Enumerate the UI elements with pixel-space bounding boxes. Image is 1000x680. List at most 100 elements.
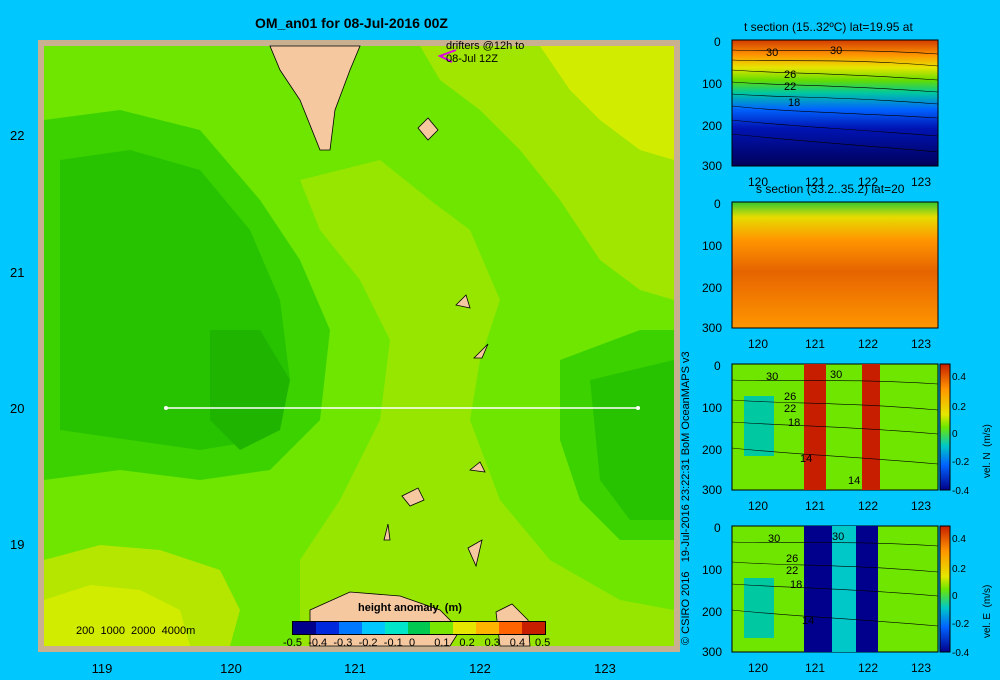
- height-colorbar-swatch: [384, 622, 408, 634]
- height-colorbar-swatch: [499, 622, 523, 634]
- height-colorbar-swatch: [407, 622, 431, 634]
- credit-text: © CSIRO 2016 19-Jul-2016 23:22:31 BoM Oc…: [680, 351, 692, 645]
- transect-end: [636, 406, 640, 410]
- ve-clabel-18: 18: [790, 579, 802, 591]
- land-island-1: [417, 117, 439, 141]
- vn-clabel-30b: 30: [830, 369, 842, 381]
- vel-e-cb-label: vel. E (m/s): [982, 584, 993, 638]
- ve-ytick-100: 100: [702, 563, 722, 577]
- t-xtick-122: 122: [858, 175, 878, 189]
- vel-n-band-3: [744, 396, 774, 456]
- s-section-field: [731, 201, 939, 329]
- vn-cb-0.2: 0.2: [952, 402, 966, 413]
- ve-cb-0: 0: [952, 591, 958, 602]
- t-clabel-30b: 30: [830, 45, 842, 57]
- t-ytick-300: 300: [702, 159, 722, 173]
- vn-ytick-200: 200: [702, 443, 722, 457]
- height-colorbar-tick: 0.5: [535, 637, 551, 649]
- s-section-ticks: 0 100 200 300 120 121 122 123: [702, 197, 931, 351]
- vel-n-cb-label: vel. N (m/s): [982, 424, 993, 478]
- t-ytick-0: 0: [714, 35, 721, 49]
- height-colorbar-tick: -0.3: [333, 637, 353, 649]
- height-colorbar-title: height anomaly (m): [358, 602, 462, 614]
- ve-clabel-26: 26: [786, 553, 798, 565]
- vn-xtick-123: 123: [911, 499, 931, 513]
- ve-xtick-121: 121: [805, 661, 825, 675]
- ve-clabel-30a: 30: [768, 533, 780, 545]
- land-island-6: [383, 523, 391, 541]
- vel-e-contours: [731, 541, 939, 627]
- vn-clabel-14a: 14: [800, 453, 812, 465]
- height-colorbar-swatch: [361, 622, 385, 634]
- land-island-2: [455, 294, 471, 309]
- t-section-title: t section (15..32ºC) lat=19.95 at: [744, 20, 913, 34]
- vel-e-ticks: 0 100 200 300 120 121 122 123: [702, 521, 931, 675]
- s-xtick-120: 120: [748, 337, 768, 351]
- ve-clabel-22: 22: [786, 565, 798, 577]
- land-taiwan: [269, 45, 361, 151]
- map-ytick-21: 21: [10, 265, 24, 280]
- vn-cb--0.2: -0.2: [952, 457, 970, 468]
- main-map: 119 120 121 122 123 22 21 20 19: [10, 40, 680, 676]
- drifter-track: [437, 49, 457, 63]
- t-section-contours: [731, 49, 939, 153]
- height-colorbar-tick: 0.4: [509, 637, 526, 649]
- s-ytick-200: 200: [702, 281, 722, 295]
- s-xtick-122: 122: [858, 337, 878, 351]
- ve-cb--0.2: -0.2: [952, 619, 970, 630]
- s-ytick-100: 100: [702, 239, 722, 253]
- vel-e-colorbar: [939, 525, 951, 653]
- height-colorbar-tick: -0.2: [358, 637, 378, 649]
- vn-ytick-0: 0: [714, 359, 721, 373]
- drifter-note-1: drifters @12h to: [446, 40, 525, 52]
- vn-cb-0: 0: [952, 429, 958, 440]
- map-axes: 119 120 121 122 123 22 21 20 19: [10, 128, 616, 676]
- vel-n-cb-ticks: 0.4 0.2 0 -0.2 -0.4: [952, 372, 970, 497]
- height-colorbar-swatch: [430, 622, 454, 634]
- map-xtick-121: 121: [344, 661, 366, 676]
- height-colorbar-tick: 0.2: [459, 637, 475, 649]
- vn-ytick-300: 300: [702, 483, 722, 497]
- vel-n-colorbar: [939, 363, 951, 491]
- t-section-field: [731, 39, 939, 167]
- land-island-4: [469, 461, 486, 473]
- field-region-yellow-ne: [540, 46, 674, 160]
- t-clabel-30a: 30: [766, 47, 778, 59]
- land-island-3: [473, 343, 489, 359]
- ve-cb--0.4: -0.4: [952, 648, 970, 659]
- vn-xtick-122: 122: [858, 499, 878, 513]
- map-xtick-123: 123: [594, 661, 616, 676]
- ve-ytick-200: 200: [702, 605, 722, 619]
- ve-cb-0.4: 0.4: [952, 534, 966, 545]
- vn-cb--0.4: -0.4: [952, 486, 970, 497]
- vn-clabel-30a: 30: [766, 371, 778, 383]
- vel-e-cb-ticks: 0.4 0.2 0 -0.2 -0.4: [952, 534, 970, 659]
- height-colorbar: [292, 621, 546, 635]
- t-ytick-100: 100: [702, 77, 722, 91]
- drifter-note-2: 08-Jul 12Z: [446, 53, 498, 65]
- vn-xtick-120: 120: [748, 499, 768, 513]
- vn-clabel-26: 26: [784, 391, 796, 403]
- land-island-5: [401, 487, 425, 507]
- vel-n-band-1: [804, 364, 826, 490]
- vel-e-band-4: [744, 578, 774, 638]
- ve-clabel-30b: 30: [832, 531, 844, 543]
- vn-clabel-14b: 14: [848, 475, 860, 487]
- map-xtick-122: 122: [469, 661, 491, 676]
- field-region-yellowgreen-center: [300, 160, 674, 646]
- vel-n-ticks: 0 100 200 300 120 121 122 123: [702, 359, 931, 513]
- field-region-deepgreen-west-core: [210, 330, 290, 450]
- height-colorbar-swatch: [476, 622, 500, 634]
- s-section-panel: 0 100 200 300 120 121 122 123: [702, 197, 939, 351]
- ve-clabel-14: 14: [802, 615, 814, 627]
- field-region-yellow-sw-inner: [44, 585, 190, 646]
- vel-n-band-2: [862, 364, 880, 490]
- s-ytick-0: 0: [714, 197, 721, 211]
- vel-n-contours: [731, 379, 939, 465]
- t-clabel-26: 26: [784, 69, 796, 81]
- height-colorbar-tick: -0.4: [308, 637, 328, 649]
- ve-ytick-300: 300: [702, 645, 722, 659]
